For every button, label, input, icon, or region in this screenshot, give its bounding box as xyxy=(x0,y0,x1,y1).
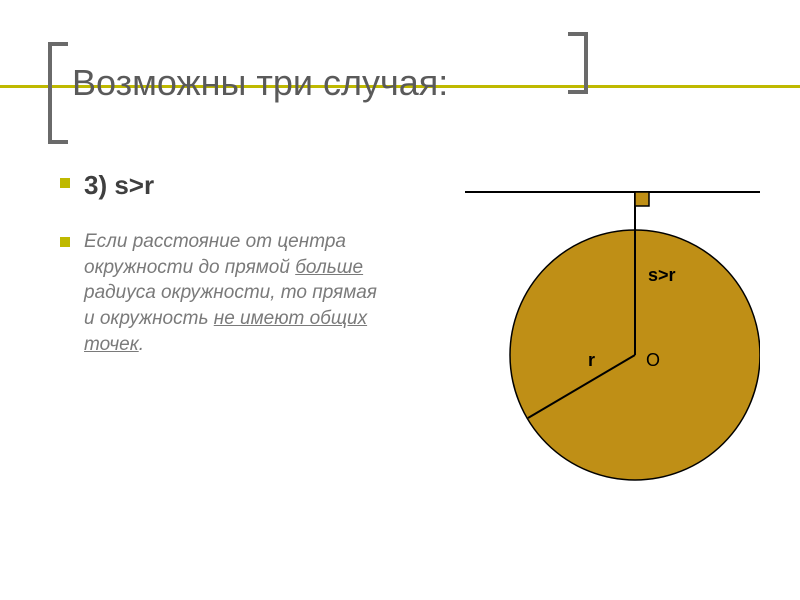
body-underline-1: больше xyxy=(295,257,363,278)
bullet-heading-text: 3) s>r xyxy=(84,170,390,201)
slide: Возможны три случая: 3) s>r Если расстоя… xyxy=(0,0,800,600)
title-bracket-left xyxy=(48,42,68,144)
diagram: O r s>r xyxy=(430,150,760,510)
center-label: O xyxy=(646,350,660,371)
bullet-heading: 3) s>r xyxy=(60,170,390,201)
bullet-body: Если расстояние от центра окружности до … xyxy=(60,229,390,357)
bullet-square-icon xyxy=(60,178,70,188)
bullet-square-icon xyxy=(60,237,70,247)
slide-title: Возможны три случая: xyxy=(72,62,448,104)
diagram-svg xyxy=(430,150,760,510)
distance-label: s>r xyxy=(648,265,676,286)
content-column: 3) s>r Если расстояние от центра окружно… xyxy=(60,170,390,385)
body-post: . xyxy=(139,334,144,355)
radius-label: r xyxy=(588,350,595,371)
right-angle-marker xyxy=(635,192,649,206)
title-bracket-right xyxy=(568,32,588,94)
bullet-body-text: Если расстояние от центра окружности до … xyxy=(84,229,390,357)
